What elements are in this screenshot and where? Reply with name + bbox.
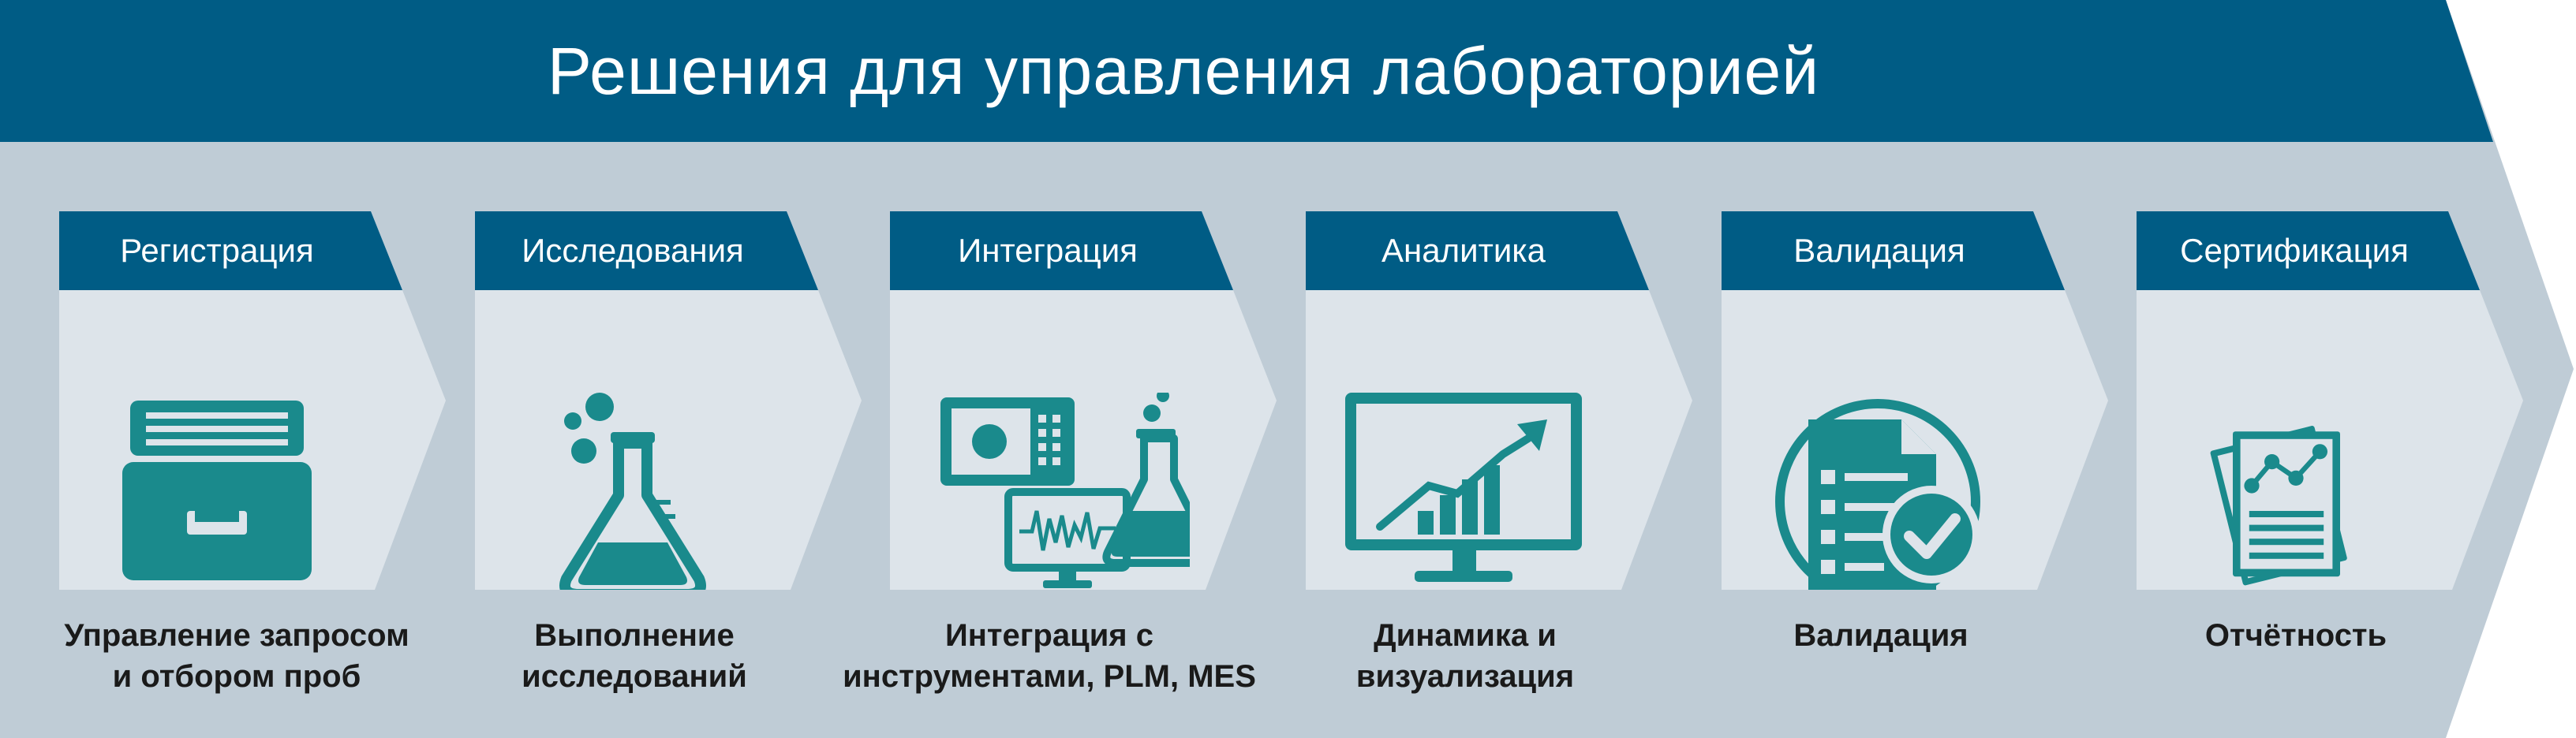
- stage-description: Валидация: [1660, 615, 2102, 656]
- description-line: исследований: [522, 659, 747, 694]
- stage-description: Отчётность: [2075, 615, 2517, 656]
- stage-panel: [1722, 290, 2108, 590]
- diagram-title: Решения для управления лабораторией: [547, 33, 1820, 108]
- checked-document-icon: [1775, 399, 1980, 590]
- stage-research: Исследования: [475, 211, 869, 590]
- stage-panel: [890, 290, 1277, 590]
- description-line: Динамика и: [1374, 618, 1557, 653]
- chart-monitor-icon: [1345, 393, 1582, 582]
- stage-tab: Регистрация: [59, 211, 402, 290]
- stage-certification: Сертификация: [2137, 211, 2531, 590]
- description-line: визуализация: [1355, 659, 1575, 694]
- stage-tab-label: Интеграция: [958, 232, 1138, 269]
- stage-integration: Интеграция: [890, 211, 1284, 590]
- file-drawer-icon: [122, 401, 312, 580]
- description-line: Валидация: [1793, 618, 1968, 653]
- stage-tab-label: Сертификация: [2180, 232, 2409, 269]
- description-line: инструментами, PLM, MES: [843, 659, 1256, 694]
- stage-tab: Исследования: [475, 211, 818, 290]
- stage-tab: Сертификация: [2137, 211, 2480, 290]
- stage-description: Динамика и визуализация: [1244, 615, 1686, 697]
- stage-tab-label: Регистрация: [120, 232, 314, 269]
- stage-panel: [475, 290, 862, 590]
- description-line: Отчётность: [2204, 618, 2387, 653]
- stage-description: Управление запросом и отбором проб: [16, 615, 458, 697]
- instruments-icon: [940, 393, 1190, 588]
- description-line: и отбором проб: [112, 659, 361, 694]
- stage-description: Выполнение исследований: [413, 615, 855, 697]
- stage-registration: Регистрация: [59, 211, 454, 590]
- stage-description: Интеграция с инструментами, PLM, MES: [828, 615, 1270, 697]
- stage-panel: [2137, 290, 2523, 590]
- description-line: Управление запросом: [64, 618, 409, 653]
- stage-panel: [59, 290, 446, 590]
- title-banner: Решения для управления лабораторией: [0, 0, 2493, 142]
- stage-tab-label: Аналитика: [1381, 232, 1546, 269]
- stage-tab-label: Исследования: [522, 232, 744, 269]
- flask-icon: [559, 393, 706, 590]
- stage-tab-label: Валидация: [1793, 232, 1965, 269]
- stage-panel: [1306, 290, 1692, 590]
- report-icon: [2210, 426, 2347, 586]
- description-line: Выполнение: [534, 618, 735, 653]
- stage-tab: Аналитика: [1306, 211, 1649, 290]
- stage-tab: Валидация: [1722, 211, 2065, 290]
- stage-tab: Интеграция: [890, 211, 1233, 290]
- description-line: Интеграция с: [945, 618, 1153, 653]
- stage-validation: Валидация: [1722, 211, 2116, 590]
- stage-analytics: Аналитика: [1306, 211, 1700, 590]
